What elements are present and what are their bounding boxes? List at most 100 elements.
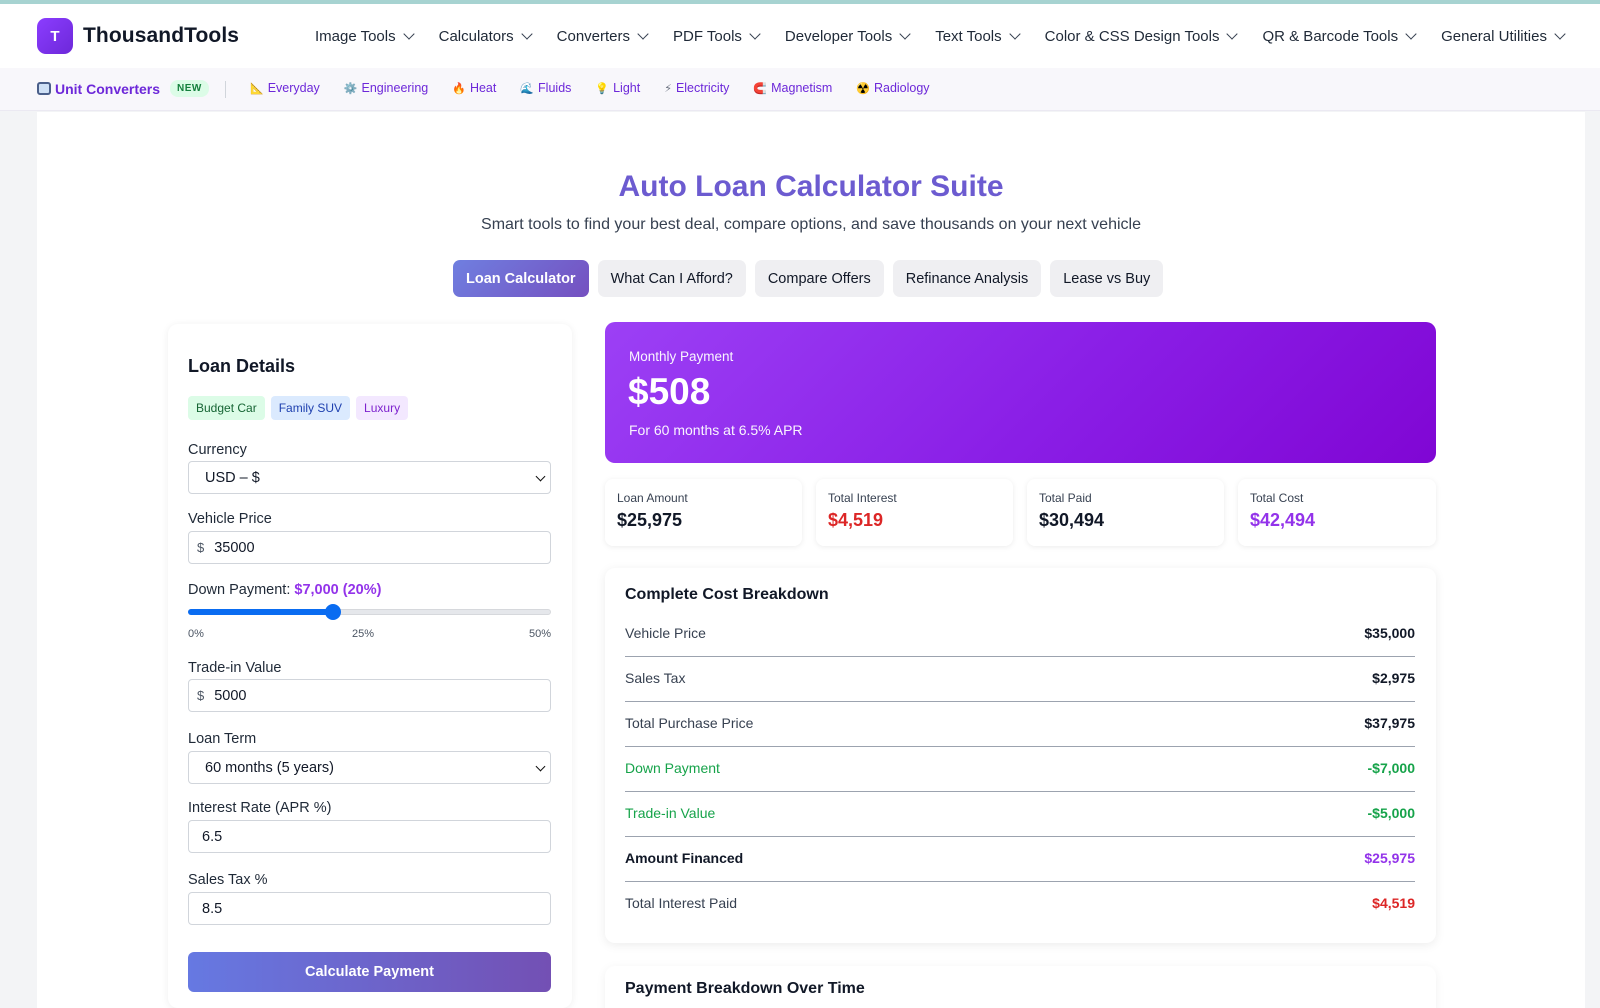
breakdown-label: Trade-in Value [625,805,716,821]
stat-label: Total Cost [1250,491,1304,505]
nav-color-css-tools[interactable]: Color & CSS Design Tools [1044,27,1239,45]
chevron-down-icon [1405,28,1417,40]
down-payment-value: $7,000 (20%) [294,582,382,598]
nav-label: General Utilities [1441,27,1547,45]
nav-qr-barcode-tools[interactable]: QR & Barcode Tools [1262,28,1417,45]
calculator-tabs: Loan Calculator What Can I Afford? Compa… [453,260,1172,297]
brand[interactable]: T ThousandTools [37,18,239,54]
nav-label: Developer Tools [784,27,893,45]
nav-pdf-tools[interactable]: PDF Tools [673,28,761,45]
summary-stats: Loan Amount $25,975 Total Interest $4,51… [605,479,1436,546]
subnav-link-magnetism[interactable]: 🧲 Magnetism [753,81,832,95]
nav-label: Converters [556,27,630,45]
payment-over-time-card: Payment Breakdown Over Time [605,966,1436,1008]
down-payment-label-text: Down Payment: [188,582,291,598]
stat-value: $4,519 [828,510,884,530]
chevron-down-icon [1554,28,1566,40]
stat-value: $42,494 [1250,510,1316,530]
preset-budget-car[interactable]: Budget Car [188,396,265,420]
down-payment-slider[interactable] [188,602,551,622]
subnav-divider [225,81,226,98]
subnav-link-label: Magnetism [771,81,833,95]
slider-tick-label: 0% [188,628,204,640]
sales-tax-value: 8.5 [202,900,223,917]
stat-value: $25,975 [617,510,683,530]
chevron-down-icon [535,471,546,482]
trade-in-input[interactable]: $ 5000 [188,679,551,712]
breakdown-row-down-payment: Down Payment -$7,000 [625,747,1415,792]
nav-label: Image Tools [315,27,396,45]
site-header: T ThousandTools Image Tools Calculators … [0,4,1600,68]
currency-label: Currency [188,442,247,458]
breakdown-row-sales-tax: Sales Tax $2,975 [625,657,1415,702]
loan-term-label: Loan Term [188,731,257,747]
subnav-link-label: Fluids [538,81,572,95]
subnav-link-everyday[interactable]: 📐 Everyday [250,81,320,95]
slider-thumb[interactable] [325,604,342,620]
subnav-link-fluids[interactable]: 🌊 Fluids [520,81,571,95]
chevron-down-icon [749,28,761,40]
breakdown-value: $37,975 [1364,715,1415,731]
subnav-link-electricity[interactable]: ⚡ Electricity [664,81,729,95]
nav-label: Calculators [438,27,514,45]
stat-label: Total Paid [1039,491,1092,505]
chevron-down-icon [899,28,911,40]
wave-icon: 🌊 [520,82,535,95]
stat-label: Total Interest [828,491,897,505]
preset-luxury[interactable]: Luxury [356,396,409,420]
breakdown-label: Total Interest Paid [625,895,738,911]
subnav-link-radiology[interactable]: ☢️ Radiology [856,81,929,95]
converter-icon [37,82,51,95]
loan-details-title: Loan Details [188,356,296,376]
nav-converters[interactable]: Converters [556,27,649,45]
tab-loan-calculator[interactable]: Loan Calculator [453,260,589,297]
cost-breakdown-title: Complete Cost Breakdown [625,586,829,603]
subnav-link-heat[interactable]: 🔥 Heat [452,81,496,95]
vehicle-price-value: 35000 [214,539,255,556]
breakdown-label: Vehicle Price [625,625,706,641]
subnav-link-label: Electricity [675,81,730,95]
cost-breakdown-card: Complete Cost Breakdown Vehicle Price $3… [605,568,1436,943]
interest-rate-input[interactable]: 6.5 [188,820,551,853]
stat-total-paid: Total Paid $30,494 [1027,479,1224,546]
breakdown-row-amount-financed: Amount Financed $25,975 [625,837,1415,882]
top-accent-bar [0,0,1600,4]
interest-rate-label: Interest Rate (APR %) [188,800,332,816]
breakdown-value: -$5,000 [1367,805,1415,821]
stat-loan-amount: Loan Amount $25,975 [605,479,802,546]
subnav-link-engineering[interactable]: ⚙️ Engineering [344,81,428,95]
page-subtitle: Smart tools to find your best deal, comp… [481,216,1141,233]
ruler-icon: 📐 [250,82,264,95]
monthly-payment-value: $508 [628,371,711,412]
preset-family-suv[interactable]: Family SUV [270,396,351,420]
nav-label: Color & CSS Design Tools [1044,27,1220,45]
loan-term-select[interactable]: 60 months (5 years) [188,751,551,784]
tab-compare-offers[interactable]: Compare Offers [754,260,884,297]
currency-select[interactable]: USD – $ [188,461,551,494]
monthly-payment-card: Monthly Payment $508 For 60 months at 6.… [605,322,1436,463]
brand-logo[interactable]: T [37,18,73,54]
page-title: Auto Loan Calculator Suite [618,170,1004,203]
nav-text-tools[interactable]: Text Tools [935,28,1021,45]
tab-lease-vs-buy[interactable]: Lease vs Buy [1050,260,1164,297]
vehicle-price-input[interactable]: $ 35000 [188,531,551,564]
chevron-down-icon [402,28,415,40]
tab-refinance-analysis[interactable]: Refinance Analysis [892,260,1042,297]
sales-tax-input[interactable]: 8.5 [188,892,551,925]
nav-developer-tools[interactable]: Developer Tools [784,27,911,45]
monthly-payment-subtext: For 60 months at 6.5% APR [629,422,803,438]
subnav-link-light[interactable]: 💡 Light [595,81,640,95]
tab-what-can-i-afford[interactable]: What Can I Afford? [597,260,746,297]
nav-image-tools[interactable]: Image Tools [315,27,415,45]
subnav-link-label: Engineering [361,81,429,95]
unit-converters-link[interactable]: Unit Converters NEW [37,80,209,97]
nav-calculators[interactable]: Calculators [438,27,533,45]
calculate-payment-button[interactable]: Calculate Payment [188,952,551,992]
sales-tax-label: Sales Tax % [188,872,268,888]
breakdown-label: Sales Tax [625,670,686,686]
stat-total-cost: Total Cost $42,494 [1238,479,1436,546]
flame-icon: 🔥 [452,82,466,95]
breakdown-label: Total Purchase Price [625,715,754,731]
nav-general-utilities[interactable]: General Utilities [1441,27,1566,45]
brand-name[interactable]: ThousandTools [83,24,240,47]
